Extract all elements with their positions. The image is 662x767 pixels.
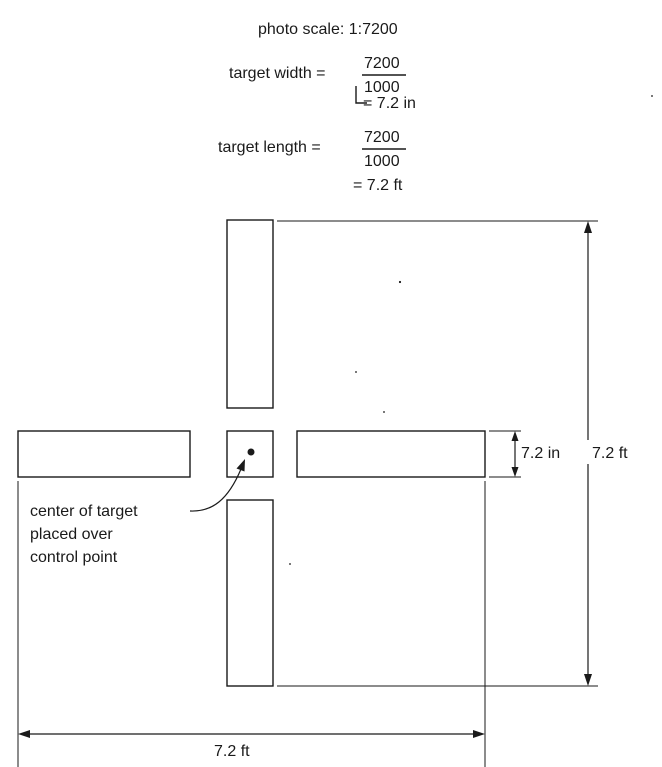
top-target-bar — [226, 219, 274, 409]
target-width-numerator: 7200 — [364, 55, 400, 72]
photo-scale-label: photo scale: 1:7200 — [258, 21, 398, 38]
annotation-leader-line — [189, 468, 242, 512]
annotation-leader-arrowhead — [236, 459, 245, 472]
height-bottom-arrowhead — [584, 674, 592, 686]
annotation-line-1: center of target — [30, 503, 138, 520]
right-target-bar — [296, 430, 486, 478]
scan-speck — [383, 411, 385, 413]
scan-speck — [398, 280, 402, 284]
target-width-denominator: 1000 — [364, 79, 400, 96]
width-right-arrowhead — [473, 730, 485, 738]
annotation-line-3: control point — [30, 549, 118, 566]
scan-speck — [289, 563, 291, 565]
overall-height-label: 7.2 ft — [592, 445, 628, 462]
bar-width-label: 7.2 in — [521, 445, 560, 462]
bar-width-bottom-arrowhead — [511, 467, 519, 477]
bottom-target-bar — [226, 499, 274, 687]
target-length-label: target length = — [218, 139, 321, 156]
bar-width-top-arrowhead — [511, 431, 519, 441]
target-length-numerator: 7200 — [364, 129, 400, 146]
height-top-arrowhead — [584, 221, 592, 233]
left-target-bar — [17, 430, 191, 478]
annotation-line-2: placed over — [30, 526, 113, 543]
target-width-result: = 7.2 in — [363, 95, 416, 112]
center-point-dot — [247, 448, 255, 456]
overall-width-label: 7.2 ft — [214, 743, 250, 760]
target-width-label: target width = — [229, 65, 326, 82]
width-left-arrowhead — [18, 730, 30, 738]
target-length-result: = 7.2 ft — [353, 177, 403, 194]
target-width-bracket — [355, 86, 367, 104]
scan-speck — [651, 95, 653, 97]
target-length-denominator: 1000 — [364, 153, 400, 170]
scan-speck — [355, 371, 357, 373]
